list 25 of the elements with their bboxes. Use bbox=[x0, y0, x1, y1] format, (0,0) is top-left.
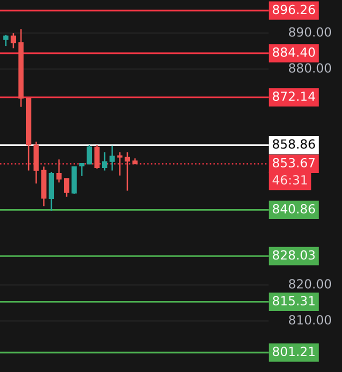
candlestick bbox=[79, 162, 84, 177]
ref-line-label: 896.26 bbox=[272, 4, 315, 14]
y-tick-label: 820.00 bbox=[288, 279, 332, 289]
candlestick bbox=[86, 144, 92, 165]
candlestick bbox=[3, 34, 8, 47]
candlestick bbox=[102, 151, 108, 172]
ref-line-label: 815.31 bbox=[272, 296, 315, 306]
y-tick-label: 890.00 bbox=[288, 27, 332, 37]
ref-line-label: 858.86 bbox=[272, 139, 315, 149]
ref-line-label: 872.14 bbox=[272, 92, 316, 101]
candlestick bbox=[94, 144, 100, 170]
ref-line-label: 853.67 bbox=[272, 158, 315, 168]
ref-line-label: 884.40 bbox=[272, 47, 315, 57]
ref-line-label: 828.03 bbox=[272, 250, 315, 260]
text: 46:31 bbox=[272, 175, 307, 185]
candlestick bbox=[117, 151, 122, 176]
y-tick-label: 880.00 bbox=[288, 63, 332, 73]
candlestick bbox=[110, 145, 115, 172]
ref-line-label: 801.21 bbox=[272, 346, 315, 356]
candlestick bbox=[124, 151, 130, 192]
candlestick bbox=[64, 178, 70, 198]
ref-line-label: 840.86 bbox=[272, 204, 315, 214]
candlestick bbox=[10, 32, 16, 49]
candlestick bbox=[56, 158, 62, 184]
y-tick-label: 810.00 bbox=[288, 315, 332, 325]
